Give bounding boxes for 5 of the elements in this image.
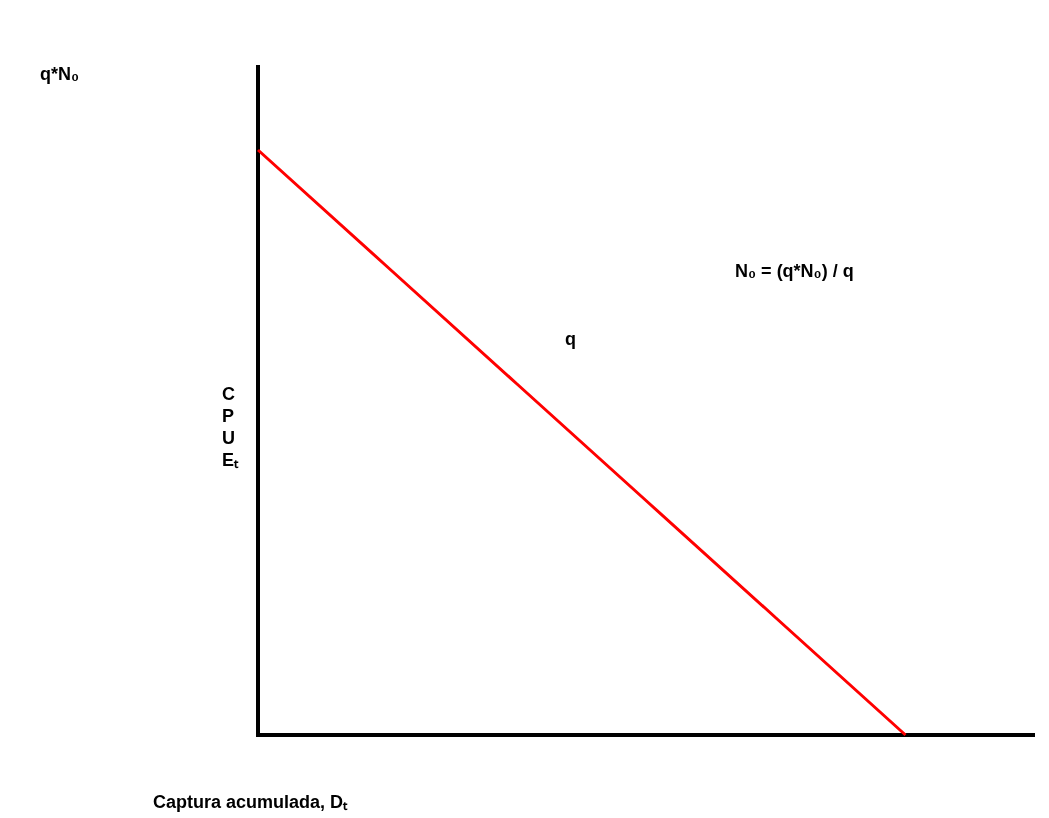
- text: q*N₀: [40, 64, 80, 84]
- y-axis-title: CPUEₜ: [222, 384, 240, 470]
- annotation: q: [565, 329, 576, 349]
- annotation: N₀ = (q*N₀) / q: [735, 261, 854, 281]
- x-axis-title: Captura acumulada, Dₜ: [153, 792, 349, 812]
